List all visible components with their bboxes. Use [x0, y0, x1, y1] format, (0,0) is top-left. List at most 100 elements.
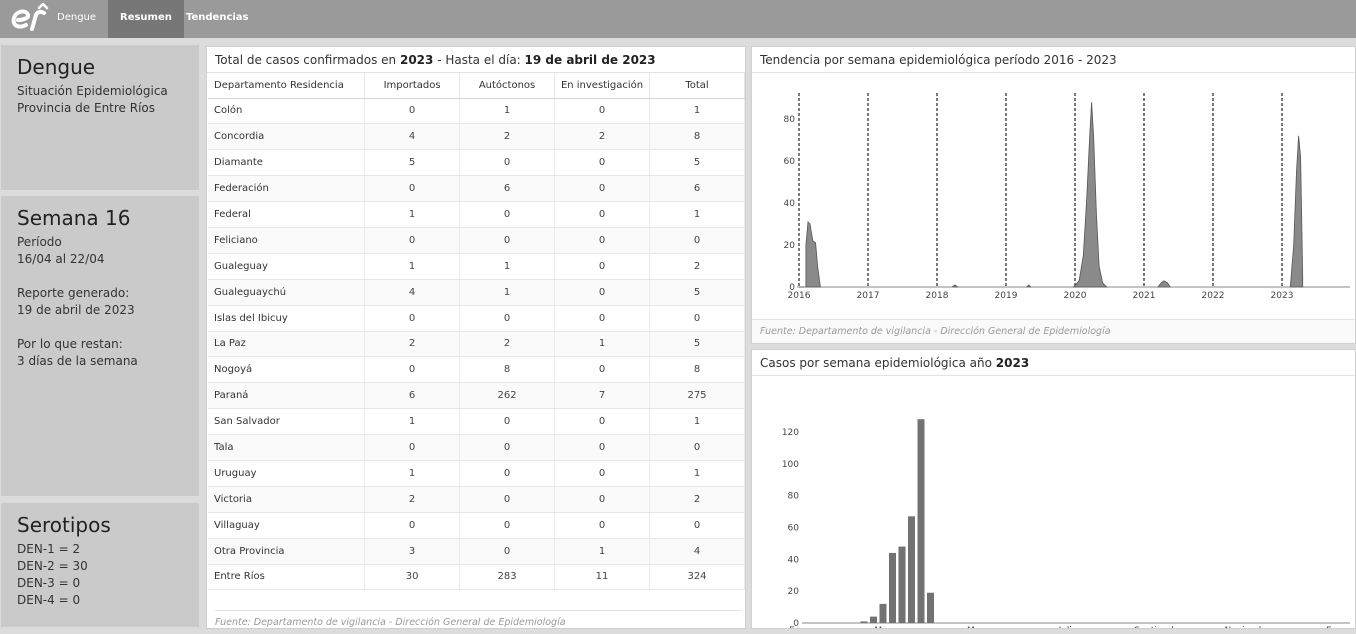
table-row[interactable]: Diamante 5 0 0 5: [208, 149, 745, 177]
cell-value: 1: [364, 201, 461, 228]
card-subtitle: Provincia de Entre Ríos: [17, 101, 156, 115]
cell-value: 0: [364, 175, 461, 203]
weekly-bar: [898, 546, 906, 623]
x-tick-label: 2022: [1202, 291, 1225, 301]
cell-departamento: Otra Provincia: [208, 538, 366, 565]
weekly-bar: [860, 621, 868, 623]
y-tick-label: 80: [784, 115, 796, 125]
trend-area: [1025, 284, 1032, 288]
x-tick-label: Julio: [1058, 626, 1078, 628]
trend-area: [1289, 135, 1304, 288]
cell-departamento: Feliciano: [208, 227, 366, 254]
weekly-title-prefix: Casos por semana epidemiológica año: [760, 356, 996, 370]
x-tick-label: 2016: [788, 291, 811, 301]
table-row[interactable]: Otra Provincia 3 0 1 4: [208, 538, 745, 565]
table-row[interactable]: Tala 0 0 0 0: [208, 434, 745, 461]
col-header-importados[interactable]: Importados: [364, 73, 461, 99]
x-tick-label: Noviembre: [1224, 626, 1274, 628]
cell-value: 1: [364, 408, 461, 436]
cell-value: 1: [649, 460, 745, 487]
x-tick-label: Mayo: [967, 626, 992, 628]
cell-value: 0: [554, 175, 650, 203]
x-tick-label: Marzo: [874, 626, 902, 628]
cell-value: 5: [649, 279, 745, 306]
table-row[interactable]: Islas del Ibicuy 0 0 0 0: [208, 305, 745, 332]
cell-value: 4: [649, 538, 745, 565]
y-tick-label: 100: [782, 460, 799, 470]
cell-value: 3: [364, 538, 461, 565]
cell-value: 4: [364, 123, 461, 151]
tab-resumen[interactable]: Resumen: [108, 0, 184, 38]
period-value: 16/04 al 22/04: [17, 252, 105, 266]
table-row[interactable]: Uruguay 1 0 0 1: [208, 460, 745, 487]
table-row[interactable]: Gualeguaychú 4 1 0 5: [208, 279, 745, 306]
trend-area: [805, 220, 821, 288]
title-prefix: Total de casos confirmados en: [215, 53, 400, 67]
cell-value: 0: [459, 408, 556, 436]
cell-value: 0: [459, 149, 556, 177]
col-header-investigacion[interactable]: En investigación: [554, 73, 650, 99]
y-tick-label: 60: [788, 523, 800, 533]
col-header-autoctonos[interactable]: Autóctonos: [459, 73, 556, 99]
cell-value: 0: [649, 512, 745, 539]
table-row[interactable]: Entre Ríos 30 283 11 324: [208, 564, 745, 591]
cell-value: 0: [459, 434, 556, 461]
report-value: 19 de abril de 2023: [17, 303, 135, 317]
weekly-chart-panel: Casos por semana epidemiológica año 2023…: [751, 349, 1356, 634]
table-row[interactable]: La Paz 2 2 1 5: [208, 331, 745, 358]
cell-departamento: Uruguay: [208, 460, 366, 487]
table-row[interactable]: Concordia 4 2 2 8: [208, 123, 745, 151]
cell-departamento: Victoria: [208, 486, 366, 513]
cell-departamento: Islas del Ibicuy: [208, 305, 366, 332]
cell-value: 275: [649, 382, 745, 410]
cell-value: 8: [649, 123, 745, 151]
tab-tendencias[interactable]: Tendencias: [186, 12, 249, 23]
table-row[interactable]: Feliciano 0 0 0 0: [208, 227, 745, 254]
x-tick-label: 2023: [1271, 291, 1294, 301]
report-label: Reporte generado:: [17, 286, 130, 300]
cell-departamento: San Salvador: [208, 408, 366, 436]
cell-value: 1: [459, 98, 556, 125]
table-row[interactable]: San Salvador 1 0 0 1: [208, 408, 745, 436]
trend-source-note: Fuente: Departamento de vigilancia - Dir…: [752, 319, 1355, 343]
er-logo-icon[interactable]: [8, 3, 50, 35]
table-row[interactable]: Federación 0 6 0 6: [208, 175, 745, 203]
col-header-departamento[interactable]: Departamento Residencia: [208, 73, 366, 99]
weekly-bar: [889, 552, 896, 623]
cell-value: 0: [364, 512, 461, 539]
cell-departamento: Federal: [208, 201, 366, 228]
week-title: Semana 16: [17, 206, 131, 230]
trend-area: [1156, 280, 1171, 288]
y-tick-label: 120: [782, 428, 799, 438]
cell-value: 0: [649, 434, 745, 461]
cell-departamento: Villaguay: [208, 512, 366, 539]
table-row[interactable]: Paraná 6 262 7 275: [208, 382, 745, 410]
table-row[interactable]: Federal 1 0 0 1: [208, 201, 745, 228]
col-header-total[interactable]: Total: [649, 73, 745, 99]
x-tick-label: Enero: [1326, 626, 1352, 628]
cell-value: 0: [554, 460, 650, 487]
table-row[interactable]: Nogoyá 0 8 0 8: [208, 356, 745, 384]
top-navbar: Dengue Resumen Tendencias: [0, 0, 1356, 38]
table-row[interactable]: Colón 0 1 0 1: [208, 98, 745, 125]
table-header-row: Departamento Residencia Importados Autóc…: [208, 73, 745, 99]
cell-value: 6: [364, 382, 461, 410]
y-tick-label: 20: [784, 241, 796, 251]
table-row[interactable]: Victoria 2 0 0 2: [208, 486, 745, 513]
cell-value: 0: [459, 227, 556, 254]
y-tick-label: 40: [788, 555, 800, 565]
table-row[interactable]: Villaguay 0 0 0 0: [208, 512, 745, 539]
table-row[interactable]: Gualeguay 1 1 0 2: [208, 253, 745, 280]
cell-departamento: La Paz: [208, 331, 366, 358]
title-year: 2023: [399, 53, 434, 67]
cell-departamento: Concordia: [208, 123, 366, 151]
serotypes-title: Serotipos: [17, 513, 111, 537]
cell-value: 2: [364, 486, 461, 513]
cell-value: 4: [364, 279, 461, 306]
dengue-info-card: Dengue Situación Epidemiológica Provinci…: [1, 45, 199, 190]
cell-value: 0: [554, 356, 650, 384]
cell-value: 0: [554, 512, 650, 539]
serotype-item: DEN-2 = 30: [17, 559, 88, 573]
cell-value: 0: [364, 305, 461, 332]
brand-label[interactable]: Dengue: [57, 12, 97, 23]
